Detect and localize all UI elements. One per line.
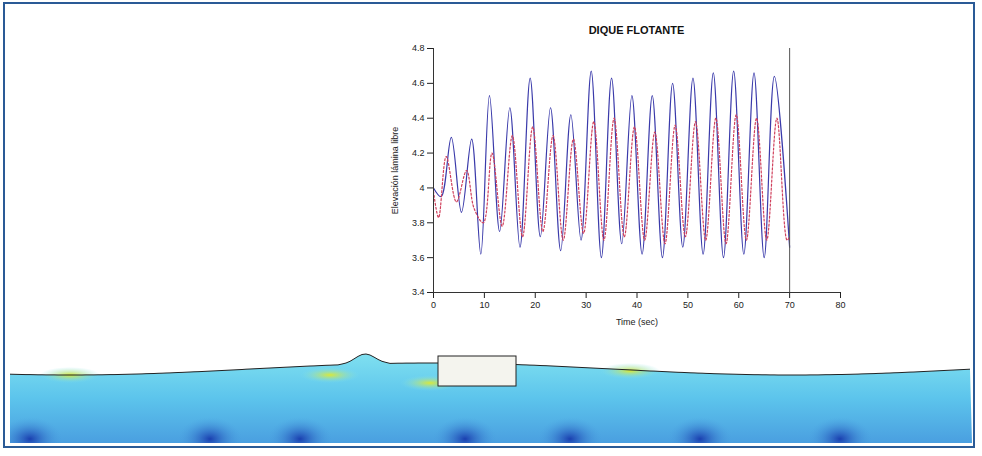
svg-text:20: 20 [530, 300, 540, 310]
svg-text:70: 70 [785, 300, 795, 310]
svg-text:3.6: 3.6 [412, 253, 425, 263]
svg-text:40: 40 [632, 300, 642, 310]
svg-text:80: 80 [835, 300, 845, 310]
svg-text:60: 60 [734, 300, 744, 310]
svg-text:50: 50 [683, 300, 693, 310]
svg-text:0: 0 [431, 300, 436, 310]
svg-text:4.2: 4.2 [412, 148, 425, 158]
svg-text:4.8: 4.8 [412, 43, 425, 53]
svg-text:3.4: 3.4 [412, 287, 425, 297]
svg-text:4.4: 4.4 [412, 113, 425, 123]
svg-text:Time (sec): Time (sec) [616, 317, 658, 327]
svg-text:30: 30 [581, 300, 591, 310]
svg-text:4.6: 4.6 [412, 78, 425, 88]
svg-text:4: 4 [419, 183, 424, 193]
svg-text:3.8: 3.8 [412, 218, 425, 228]
html-text:DIQUE FLOTANTE: DIQUE FLOTANTE [588, 24, 685, 36]
svg-text:10: 10 [479, 300, 489, 310]
svg-text:Elevación lámina libre: Elevación lámina libre [390, 127, 400, 215]
